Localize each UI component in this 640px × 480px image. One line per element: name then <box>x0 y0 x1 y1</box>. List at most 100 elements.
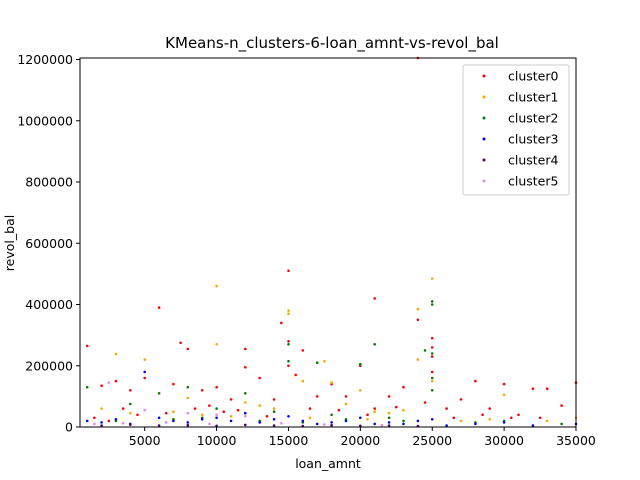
point-cluster5-2 <box>186 411 190 415</box>
x-tick-label: 15000 <box>269 433 309 448</box>
point-cluster1-5 <box>287 312 290 316</box>
point-cluster3-0 <box>143 370 146 374</box>
point-cluster0-44 <box>560 404 563 407</box>
point-cluster2-17 <box>272 410 276 414</box>
point-cluster3-2 <box>100 421 103 424</box>
point-cluster0-17 <box>287 269 290 273</box>
point-cluster0-57 <box>481 413 484 417</box>
point-cluster1-19 <box>272 407 276 410</box>
point-cluster3-5 <box>157 416 161 420</box>
point-cluster1-17 <box>244 401 247 404</box>
point-cluster0-12 <box>244 347 247 351</box>
point-cluster5-1 <box>143 408 146 412</box>
point-cluster2-16 <box>215 407 218 410</box>
point-cluster0-58 <box>510 416 513 420</box>
point-cluster0-59 <box>538 416 542 420</box>
point-cluster0-41 <box>517 413 520 417</box>
point-cluster1-30 <box>488 418 492 421</box>
point-cluster0-61 <box>107 419 111 423</box>
point-cluster0-34 <box>430 355 434 358</box>
point-cluster1-4 <box>287 309 290 312</box>
point-cluster1-29 <box>459 419 463 423</box>
legend: cluster0 cluster1 cluster2 cluster3 cluster4… <box>462 64 570 196</box>
point-cluster1-25 <box>129 411 132 415</box>
point-cluster1-12 <box>430 277 434 280</box>
point-cluster1-33 <box>308 416 312 420</box>
point-cluster3-10 <box>229 419 233 423</box>
point-cluster1-22 <box>387 411 391 415</box>
legend-label-cluster4: cluster4 <box>508 153 559 168</box>
legend-marker-cluster4 <box>482 158 486 162</box>
point-cluster0-9 <box>200 389 204 392</box>
point-cluster0-4 <box>143 376 146 380</box>
point-cluster1-9 <box>359 389 362 392</box>
point-cluster0-43 <box>545 387 549 391</box>
y-tick-label: 0 <box>65 420 73 435</box>
point-cluster3-17 <box>330 421 333 424</box>
point-cluster0-0 <box>85 344 89 348</box>
point-cluster5-4 <box>244 415 247 418</box>
point-cluster0-55 <box>423 401 427 404</box>
point-cluster0-53 <box>366 413 369 417</box>
point-cluster0-10 <box>215 385 218 389</box>
x-tick-label: 35000 <box>556 433 596 448</box>
point-cluster4-0 <box>100 424 103 427</box>
point-cluster0-50 <box>265 415 269 418</box>
point-cluster2-13 <box>430 352 434 355</box>
point-cluster4-6 <box>272 424 276 427</box>
point-cluster3-18 <box>344 419 348 423</box>
point-cluster0-46 <box>121 407 125 410</box>
point-cluster1-16 <box>186 396 190 400</box>
point-cluster4-2 <box>157 424 161 427</box>
point-cluster1-20 <box>344 402 348 406</box>
point-cluster0-7 <box>179 341 182 345</box>
point-cluster3-13 <box>272 418 276 421</box>
point-cluster0-36 <box>445 407 448 410</box>
point-cluster5-10 <box>323 423 326 426</box>
point-cluster0-22 <box>315 395 319 398</box>
point-cluster1-2 <box>215 284 218 288</box>
point-cluster1-6 <box>301 379 305 383</box>
point-cluster0-27 <box>373 407 377 410</box>
point-cluster0-49 <box>236 408 240 412</box>
y-tick-label: 600000 <box>25 236 73 251</box>
point-cluster3-9 <box>215 416 218 420</box>
point-cluster3-24 <box>430 418 434 421</box>
point-cluster1-11 <box>416 358 420 361</box>
point-cluster1-24 <box>100 407 103 410</box>
point-cluster1-34 <box>366 418 369 421</box>
legend-marker-cluster1 <box>482 95 486 99</box>
point-cluster0-64 <box>222 410 226 414</box>
point-cluster5-6 <box>121 422 125 425</box>
point-cluster0-52 <box>337 408 341 412</box>
point-cluster0-6 <box>172 382 175 386</box>
point-cluster0-51 <box>308 407 312 410</box>
point-cluster2-8 <box>359 362 362 366</box>
point-cluster2-10 <box>423 349 427 352</box>
point-cluster2-5 <box>287 343 290 346</box>
point-cluster3-8 <box>200 418 204 421</box>
point-cluster0-62 <box>136 413 139 417</box>
point-cluster0-37 <box>459 398 463 401</box>
point-cluster3-12 <box>258 421 262 424</box>
legend-box <box>462 64 570 196</box>
point-cluster0-8 <box>186 347 190 351</box>
point-cluster0-29 <box>402 385 405 389</box>
y-axis-label: revol_bal <box>2 215 17 271</box>
point-cluster5-8 <box>208 422 211 426</box>
point-cluster4-5 <box>244 423 247 427</box>
point-cluster0-40 <box>502 382 506 386</box>
point-cluster0-42 <box>531 387 535 391</box>
point-cluster0-30 <box>416 318 420 322</box>
point-cluster0-11 <box>229 398 233 401</box>
x-tick-label: 30000 <box>484 433 524 448</box>
x-tick-label: 10000 <box>197 433 237 448</box>
legend-label-cluster2: cluster2 <box>508 111 558 126</box>
point-cluster2-3 <box>186 385 190 389</box>
point-cluster3-1 <box>85 419 89 423</box>
legend-marker-cluster5 <box>482 179 486 183</box>
point-cluster3-21 <box>387 421 391 424</box>
point-cluster0-32 <box>430 336 434 340</box>
y-tick-label: 200000 <box>25 358 73 373</box>
point-cluster3-11 <box>244 411 247 415</box>
